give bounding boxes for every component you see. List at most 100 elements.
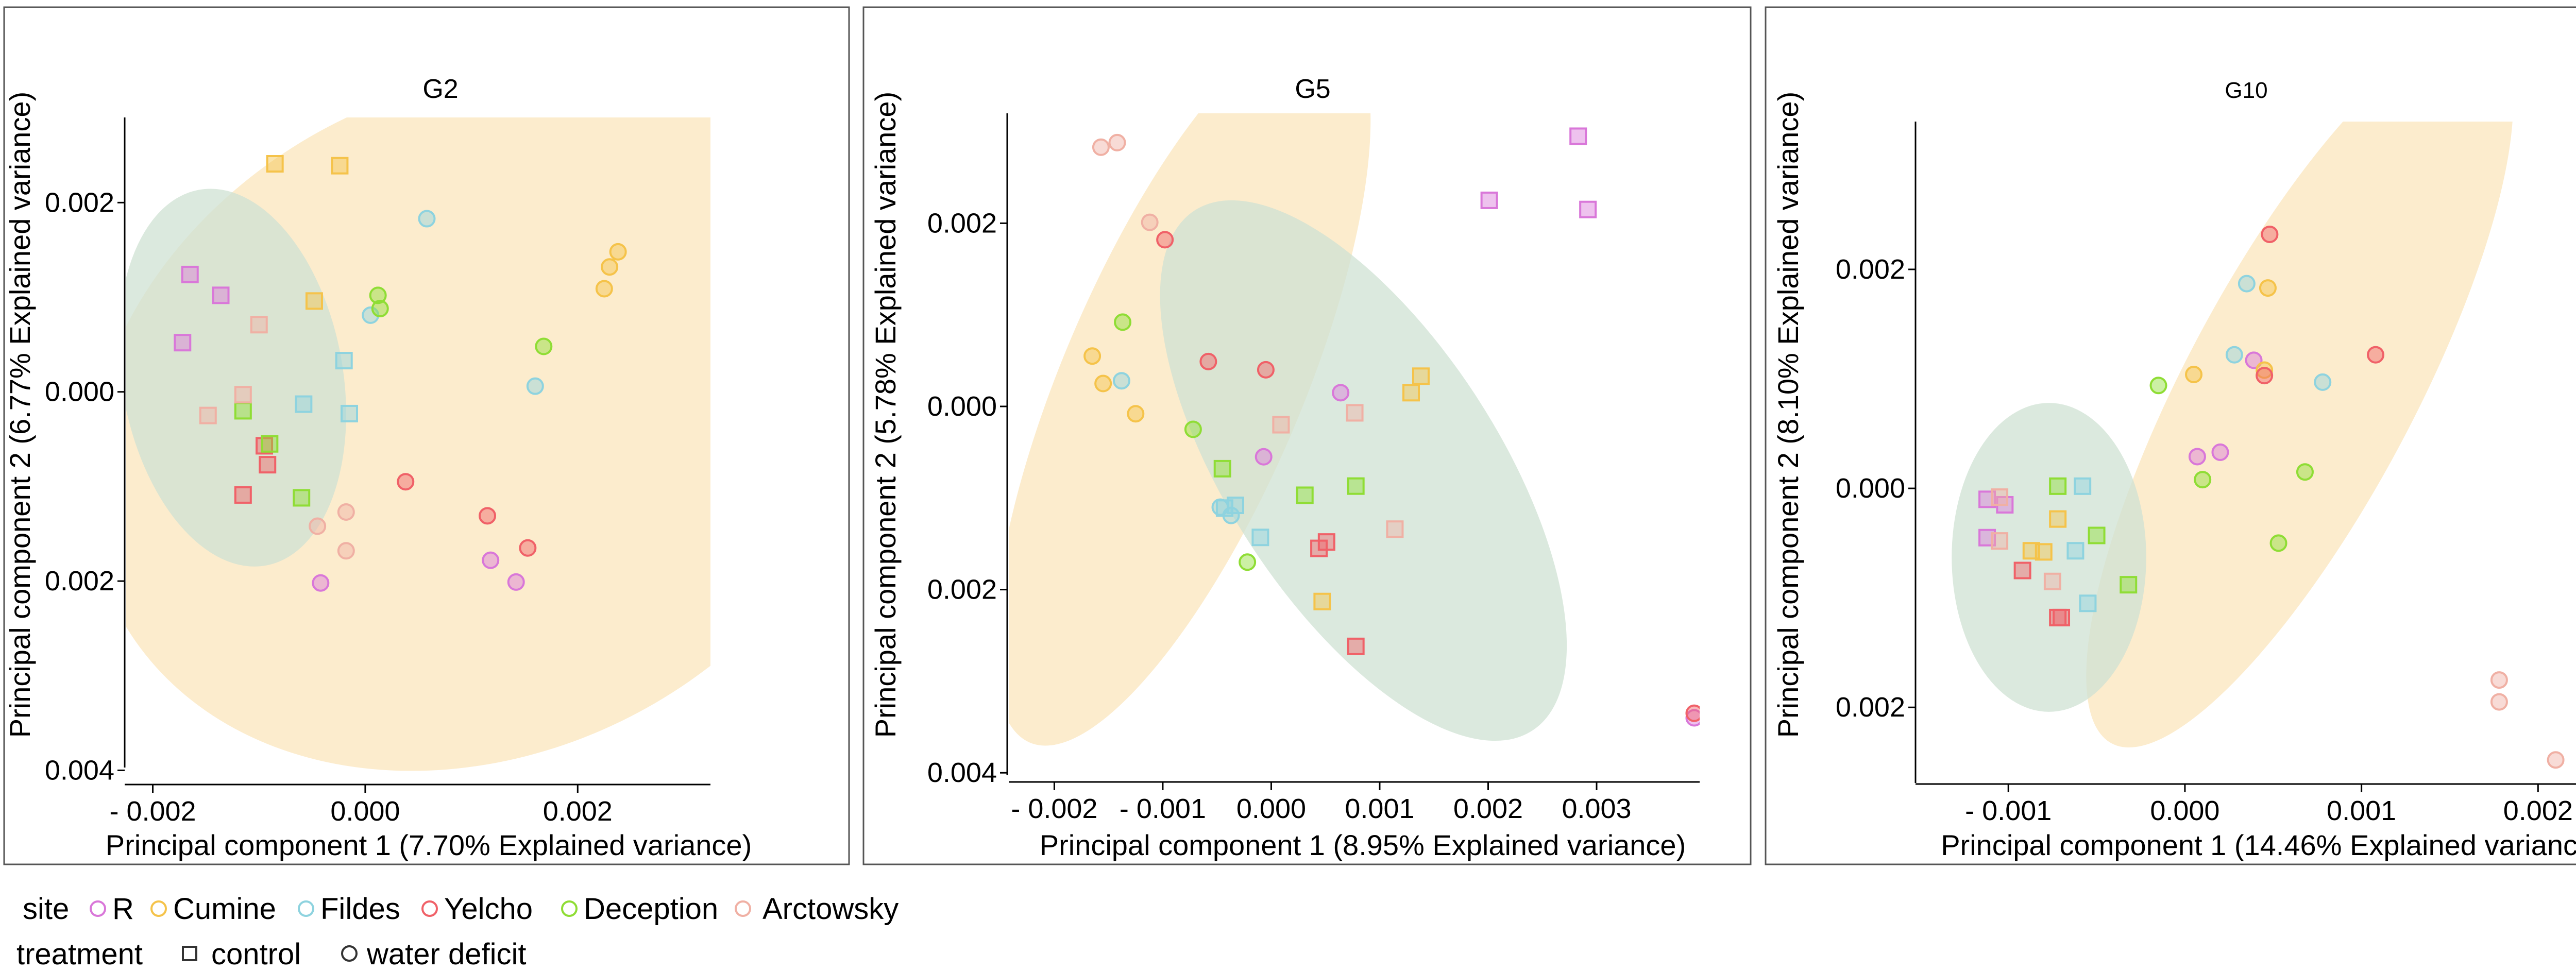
point-r-water-deficit xyxy=(2211,443,2229,461)
point-fildes-water-deficit xyxy=(2225,346,2243,364)
y-tick-label: 0.000 xyxy=(45,377,114,407)
point-yelcho-water-deficit xyxy=(2256,367,2274,385)
panel-frame xyxy=(1765,6,2576,865)
point-arctowsky-control xyxy=(1272,416,1290,434)
point-r-water-deficit xyxy=(312,574,330,592)
panel-frame xyxy=(3,6,850,865)
point-fildes-water-deficit xyxy=(418,210,436,228)
point-arctowsky-water-deficit xyxy=(337,503,355,521)
legend-label-fildes: Fildes xyxy=(320,892,400,926)
point-cumine-control xyxy=(1412,367,1430,385)
point-cumine-control xyxy=(1402,384,1420,402)
point-r-control xyxy=(1480,191,1498,209)
point-yelcho-water-deficit xyxy=(1685,704,1700,722)
x-tick-label: 0.001 xyxy=(1345,793,1414,824)
x-ticks: - 0.002 - 0.001 0.000 0.001 0.002 0.003 xyxy=(1011,782,1632,824)
point-yelcho-water-deficit xyxy=(1199,352,1217,370)
point-deception-water-deficit xyxy=(2149,377,2167,395)
x-tick-label: - 0.001 xyxy=(1965,795,2052,826)
point-deception-control xyxy=(2049,477,2067,495)
point-cumine-water-deficit xyxy=(2185,366,2203,384)
point-cumine-control xyxy=(2035,543,2053,561)
point-r-water-deficit xyxy=(2245,351,2263,369)
legend-label-deception: Deception xyxy=(584,892,718,926)
point-r-water-deficit xyxy=(507,573,525,591)
x-tick-label: 0.000 xyxy=(1236,793,1306,824)
y-axis-label: Principal component 2 (8.10% Explained v… xyxy=(1772,92,1804,738)
point-cumine-water-deficit xyxy=(601,258,619,276)
point-deception-water-deficit xyxy=(369,286,387,304)
point-cumine-control xyxy=(266,155,284,173)
point-fildes-water-deficit xyxy=(1112,372,1130,390)
x-axis-label: Principal component 1 (14.46% Explained … xyxy=(1941,829,2576,861)
point-arctowsky-water-deficit xyxy=(337,542,355,560)
point-arctowsky-water-deficit xyxy=(1108,133,1126,151)
point-cumine-water-deficit xyxy=(1083,347,1101,365)
point-deception-control xyxy=(261,435,279,453)
point-deception-water-deficit xyxy=(371,300,389,318)
point-r-water-deficit xyxy=(2188,448,2206,466)
y-tick-label: 0.002 xyxy=(45,566,114,597)
point-yelcho-control xyxy=(2053,608,2071,626)
x-tick-label: 0.000 xyxy=(330,796,400,827)
point-deception-water-deficit xyxy=(2269,534,2287,552)
point-arctowsky-water-deficit xyxy=(2490,671,2508,689)
x-ticks: - 0.002 0.000 0.002 xyxy=(109,785,613,827)
x-tick-label: 0.000 xyxy=(2150,795,2219,826)
point-yelcho-control xyxy=(234,486,252,504)
point-yelcho-water-deficit xyxy=(2261,225,2279,243)
y-tick-label: 0.002 xyxy=(45,187,114,218)
point-arctowsky-control xyxy=(250,316,268,334)
point-fildes-control xyxy=(2074,477,2092,495)
legend-marker-water-deficit xyxy=(341,945,358,962)
ellipse-control xyxy=(1952,403,2146,712)
y-tick-label: 0.004 xyxy=(45,755,114,786)
point-deception-water-deficit xyxy=(2296,463,2314,481)
panel-g5: G5 - 0.002 - 0.001 0.000 0.001 0.002 0.003 0.… xyxy=(862,6,1752,865)
point-yelcho-water-deficit xyxy=(1156,231,1174,249)
panel-title: G5 xyxy=(1295,74,1330,104)
point-deception-control xyxy=(293,489,311,507)
point-yelcho-water-deficit xyxy=(479,507,497,525)
panel-title: G10 xyxy=(2225,78,2267,103)
point-arctowsky-control xyxy=(1991,488,2009,506)
legend-marker-R xyxy=(90,900,106,917)
legend-label-arctowsky: Arctowsky xyxy=(762,892,899,926)
point-yelcho-water-deficit xyxy=(397,473,415,491)
point-arctowsky-water-deficit xyxy=(1141,213,1159,231)
point-cumine-water-deficit xyxy=(1127,405,1145,423)
panel-g10: G10 - 0.001 0.000 0.001 0.002 0.0020.0000.0… xyxy=(1765,6,2576,865)
point-r-control xyxy=(1579,200,1597,218)
y-tick-label: 0.000 xyxy=(1836,473,1905,504)
point-r-water-deficit xyxy=(1255,448,1273,466)
y-tick-label: 0.002 xyxy=(1836,692,1905,723)
point-fildes-control xyxy=(340,404,358,422)
point-arctowsky-water-deficit xyxy=(309,517,327,535)
legend-marker-control xyxy=(182,946,197,961)
plot-area xyxy=(1952,122,2565,769)
point-deception-water-deficit xyxy=(1114,313,1132,331)
y-ticks: 0.002 0.000 0.002 0.004 xyxy=(45,187,125,786)
point-arctowsky-control xyxy=(1386,520,1404,538)
point-r-water-deficit xyxy=(1332,384,1350,402)
point-deception-control xyxy=(1213,459,1231,478)
panel-g2: G2 - 0.002 0.000 0.002 0.0020.0000.0020.00… xyxy=(3,6,850,865)
legend-marker-fildes xyxy=(298,900,314,917)
point-cumine-water-deficit xyxy=(1094,374,1112,393)
ellipse-control xyxy=(126,189,346,567)
y-tick-label: 0.002 xyxy=(927,574,997,605)
point-arctowsky-control xyxy=(1346,404,1364,422)
legend-label-control: control xyxy=(211,938,301,971)
y-ticks: 0.002 0.000 0.002 xyxy=(1836,254,1916,723)
point-arctowsky-control xyxy=(2043,572,2061,590)
point-deception-control xyxy=(1296,486,1314,504)
point-cumine-control xyxy=(331,157,349,175)
point-yelcho-control xyxy=(2013,561,2031,580)
point-cumine-water-deficit xyxy=(2256,361,2274,379)
x-tick-label: - 0.002 xyxy=(1011,793,1097,824)
ellipse-water-deficit xyxy=(2086,122,2513,748)
panel-title: G2 xyxy=(422,74,458,104)
point-deception-water-deficit xyxy=(1239,553,1257,571)
legend-marker-yelcho xyxy=(421,900,438,917)
point-r-control xyxy=(174,334,192,352)
